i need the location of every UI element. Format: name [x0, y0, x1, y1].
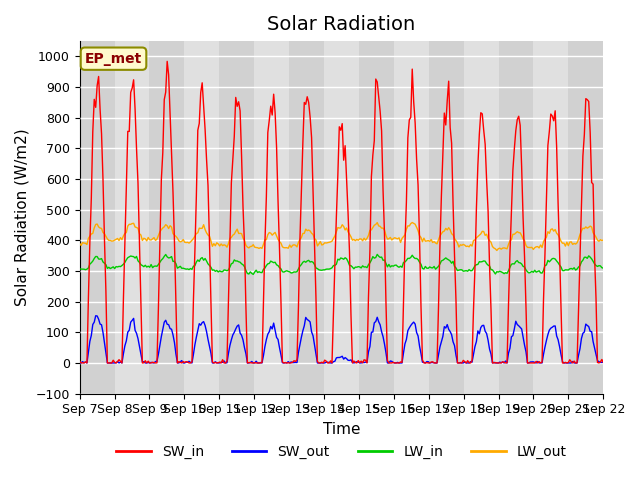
Bar	[463, 41, 499, 394]
Bar	[184, 41, 220, 394]
Bar	[394, 41, 429, 394]
Bar	[254, 41, 289, 394]
Bar	[429, 41, 463, 394]
Bar	[568, 41, 604, 394]
Bar	[115, 41, 150, 394]
X-axis label: Time: Time	[323, 422, 360, 437]
Bar	[324, 41, 359, 394]
Bar	[499, 41, 534, 394]
Bar	[220, 41, 254, 394]
Legend: SW_in, SW_out, LW_in, LW_out: SW_in, SW_out, LW_in, LW_out	[111, 439, 573, 464]
Title: Solar Radiation: Solar Radiation	[268, 15, 415, 34]
Bar	[150, 41, 184, 394]
Bar	[359, 41, 394, 394]
Bar	[289, 41, 324, 394]
Bar	[534, 41, 568, 394]
Y-axis label: Solar Radiation (W/m2): Solar Radiation (W/m2)	[15, 129, 30, 306]
Bar	[79, 41, 115, 394]
Text: EP_met: EP_met	[85, 52, 142, 66]
